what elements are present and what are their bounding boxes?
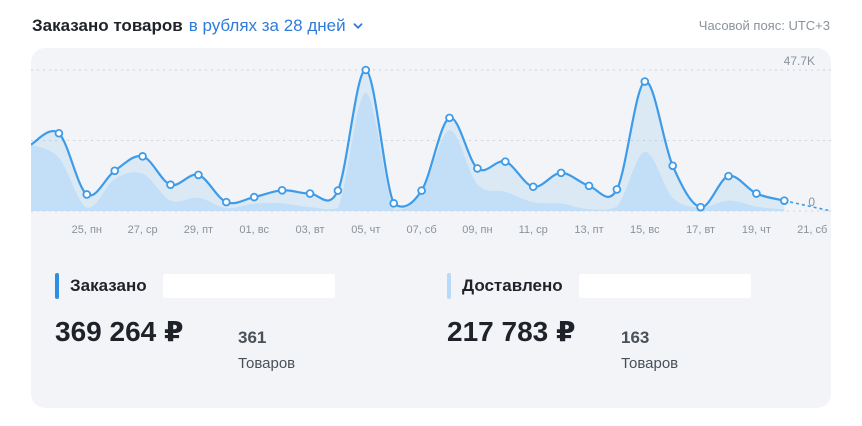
data-point[interactable] (389, 199, 399, 208)
data-point[interactable] (696, 202, 705, 212)
data-point[interactable] (473, 164, 482, 173)
data-point[interactable] (277, 186, 287, 195)
data-point[interactable] (54, 128, 64, 138)
x-tick-label: 09, пн (462, 224, 492, 236)
data-point[interactable] (222, 197, 231, 207)
data-point[interactable] (500, 157, 510, 166)
delivered-count: 163 (621, 328, 650, 347)
ordered-amount: 369 264 ₽ (55, 316, 184, 347)
data-point[interactable] (528, 182, 538, 192)
chevron-down-icon (353, 23, 363, 29)
orders-chart: 25, пн 27, ср 29, пт 01, вс 03, вт 05, чт 07, … (31, 54, 831, 236)
ordered-blank-field (162, 274, 335, 298)
data-point[interactable] (110, 166, 119, 176)
x-tick-label: 25, пн (72, 224, 102, 236)
x-tick-label: 15, вс (630, 224, 660, 236)
ordered-count: 361 (238, 328, 267, 347)
x-tick-label: 11, ср (519, 224, 548, 236)
widget-header: Заказано товаров в рублях за 28 дней (32, 14, 363, 38)
delivered-count-label: Товаров (621, 355, 679, 372)
data-point[interactable] (668, 161, 677, 171)
y-tick-label: 0 (808, 195, 815, 209)
period-selector[interactable]: в рублях за 28 дней (189, 16, 363, 36)
data-point[interactable] (361, 65, 371, 75)
data-point[interactable] (445, 113, 454, 123)
x-tick-label: 21, сб (797, 224, 827, 236)
data-point[interactable] (612, 185, 622, 194)
x-tick-label: 01, вс (239, 224, 269, 236)
ordered-count-label: Товаров (238, 355, 296, 372)
delivered-label: Доставлено (462, 276, 563, 295)
delivered-blank-field (578, 274, 751, 298)
x-tick-label: 07, сб (407, 224, 437, 236)
data-point[interactable] (305, 189, 315, 198)
delivered-area (31, 92, 785, 211)
ordered-stat: Заказано (55, 273, 335, 299)
chart-card: 25, пн 27, ср 29, пт 01, вс 03, вт 05, чт 07, … (31, 48, 831, 408)
x-tick-label: 05, чт (351, 224, 380, 236)
data-point[interactable] (724, 171, 733, 181)
data-point[interactable] (779, 196, 789, 205)
ordered-label: Заказано (70, 276, 147, 295)
delivered-color-marker (447, 273, 451, 299)
data-point[interactable] (249, 192, 259, 202)
ordered-line (31, 68, 785, 209)
x-tick-label: 19, чт (742, 224, 771, 236)
data-point[interactable] (556, 168, 566, 178)
ordered-area (31, 69, 785, 211)
widget-title: Заказано товаров (32, 16, 183, 35)
timezone-label: Часовой пояс: UTC+3 (698, 18, 830, 33)
data-point[interactable] (166, 180, 175, 189)
x-tick-label: 17, вт (686, 224, 715, 236)
x-tick-label: 29, пт (184, 224, 213, 236)
data-point[interactable] (82, 190, 92, 199)
data-point[interactable] (584, 181, 594, 191)
x-tick-label: 27, ср (128, 224, 158, 236)
data-point[interactable] (333, 186, 343, 195)
period-label: в рублях за 28 дней (188, 16, 346, 35)
data-point[interactable] (417, 186, 426, 195)
x-tick-label: 13, пт (574, 224, 603, 236)
data-point[interactable] (138, 152, 147, 161)
forecast-tail-line (784, 199, 831, 212)
data-point[interactable] (194, 170, 203, 180)
delivered-stat: Доставлено (447, 273, 751, 299)
data-point[interactable] (640, 77, 650, 86)
x-tick-label: 03, вт (296, 224, 325, 236)
delivered-amount: 217 783 ₽ (447, 316, 576, 347)
ordered-color-marker (55, 273, 59, 299)
y-tick-label: 47.7K (784, 54, 815, 68)
data-point[interactable] (752, 189, 761, 198)
